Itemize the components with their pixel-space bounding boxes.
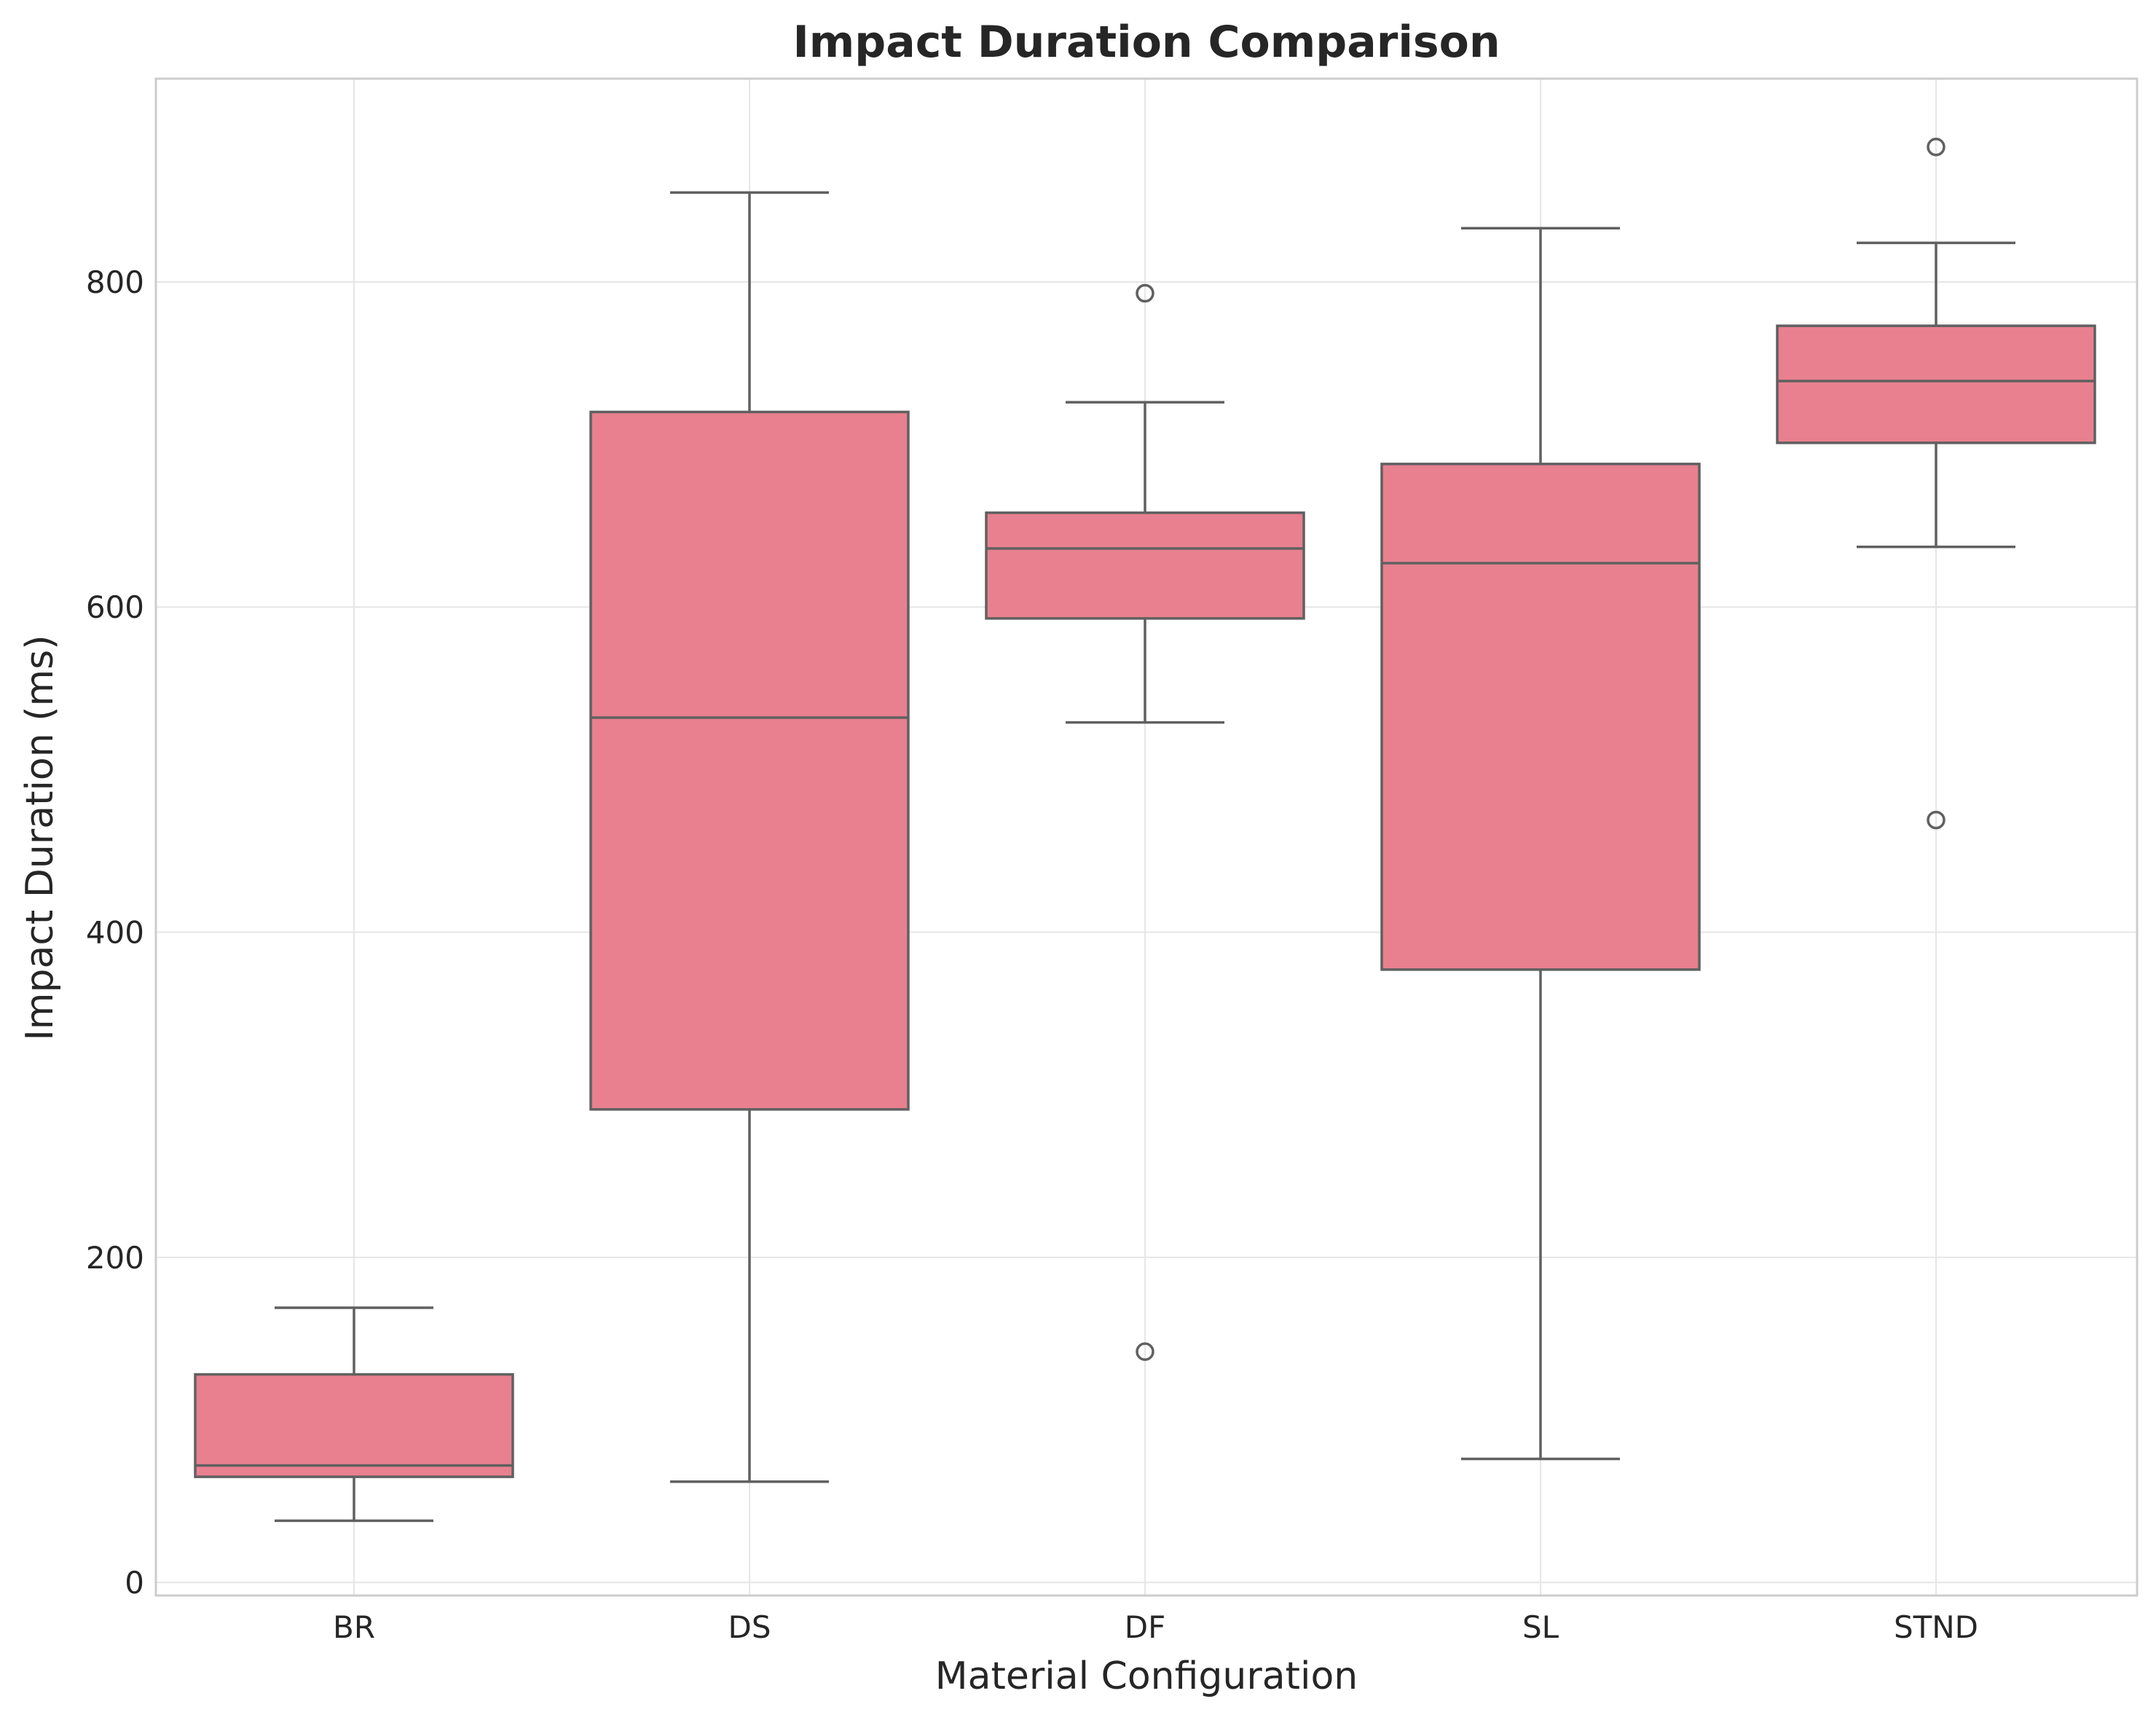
chart-title: Impact Duration Comparison [792,17,1500,68]
box-br [194,1306,514,1523]
x-tick-label: BR [333,1609,375,1645]
outlier-point [1136,283,1154,303]
y-axis-label: Impact Duration (ms) [18,635,62,1040]
y-tick-label: 200 [86,1240,144,1276]
outlier-point [1927,810,1945,830]
y-tick-label: 400 [86,915,144,951]
y-tick-label: 800 [86,264,144,300]
box-stnd [1776,137,2096,830]
iqr-box [1776,324,2096,444]
box-layer [194,137,2096,1523]
x-tick-label: SL [1522,1609,1559,1645]
x-tick-label: DF [1125,1609,1166,1645]
iqr-box [1380,463,1701,971]
outlier-point [1136,1342,1154,1362]
x-axis-label: Material Configuration [935,1655,1358,1698]
tick-labels: 0 200 400 600 800 BR DS DF SL STND [86,264,1978,1645]
x-tick-label: DS [728,1609,771,1645]
iqr-box [589,410,910,1111]
box-df [985,283,1305,1362]
iqr-box [194,1373,514,1478]
x-tick-label: STND [1894,1609,1978,1645]
outlier-point [1927,137,1945,157]
box-sl [1380,227,1701,1461]
plot-frame [154,77,2139,1597]
y-tick-label: 600 [86,589,144,625]
y-tick-label: 0 [125,1565,144,1601]
iqr-box [985,511,1305,620]
box-ds [589,191,910,1483]
